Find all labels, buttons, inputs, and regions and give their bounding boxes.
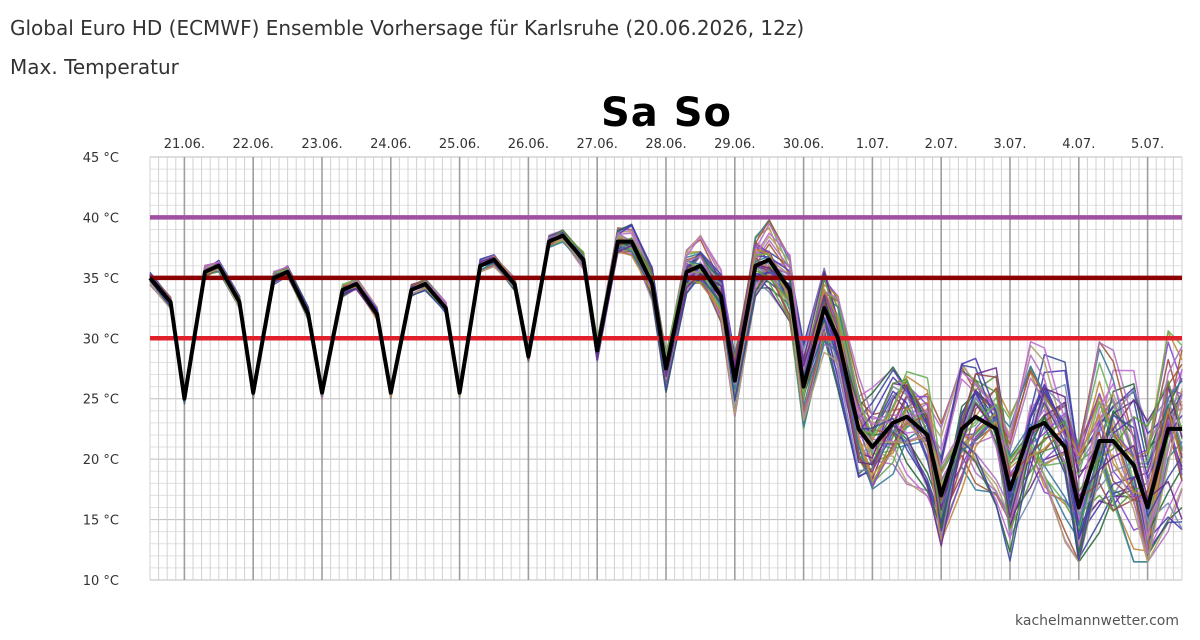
x-tick-label: 23.06. bbox=[301, 137, 342, 152]
y-tick-label: 10 °C bbox=[83, 574, 119, 589]
weekend-label: Sa So bbox=[601, 90, 733, 136]
x-tick-label: 29.06. bbox=[714, 137, 755, 152]
chart-subtitle: Max. Temperatur bbox=[10, 55, 179, 79]
chart-title: Global Euro HD (ECMWF) Ensemble Vorhersa… bbox=[10, 16, 805, 40]
ensemble-mean bbox=[148, 233, 1182, 510]
y-tick-label: 40 °C bbox=[83, 211, 119, 226]
y-tick-label: 45 °C bbox=[83, 151, 119, 166]
y-tick-label: 30 °C bbox=[83, 332, 119, 347]
y-axis: 10 °C 15 °C 20 °C 25 °C 30 °C 35 °C 40 °C 45 °C bbox=[83, 151, 119, 589]
x-tick-label: 4.07. bbox=[1062, 137, 1095, 152]
credit-link[interactable]: kachelmannwetter.com bbox=[1015, 613, 1179, 629]
mean-line bbox=[148, 233, 1182, 510]
x-tick-label: 24.06. bbox=[370, 137, 411, 152]
x-tick-label: 26.06. bbox=[508, 137, 549, 152]
y-tick-label: 15 °C bbox=[83, 514, 119, 529]
x-tick-label: 30.06. bbox=[783, 137, 824, 152]
threshold-lines bbox=[150, 215, 1182, 341]
x-axis: 21.06. 22.06. 23.06. 24.06. 25.06. 26.06. 27.0… bbox=[164, 137, 1164, 152]
x-tick-label: 25.06. bbox=[439, 137, 480, 152]
x-tick-label: 27.06. bbox=[577, 137, 618, 152]
x-tick-label: 1.07. bbox=[856, 137, 889, 152]
y-tick-label: 25 °C bbox=[83, 393, 119, 408]
x-tick-label: 2.07. bbox=[925, 137, 958, 152]
y-tick-label: 35 °C bbox=[83, 272, 119, 287]
x-tick-label: 28.06. bbox=[645, 137, 686, 152]
y-tick-label: 20 °C bbox=[83, 453, 119, 468]
x-tick-label: 21.06. bbox=[164, 137, 205, 152]
x-tick-label: 5.07. bbox=[1131, 137, 1164, 152]
x-tick-label: 3.07. bbox=[993, 137, 1026, 152]
x-tick-label: 22.06. bbox=[233, 137, 274, 152]
